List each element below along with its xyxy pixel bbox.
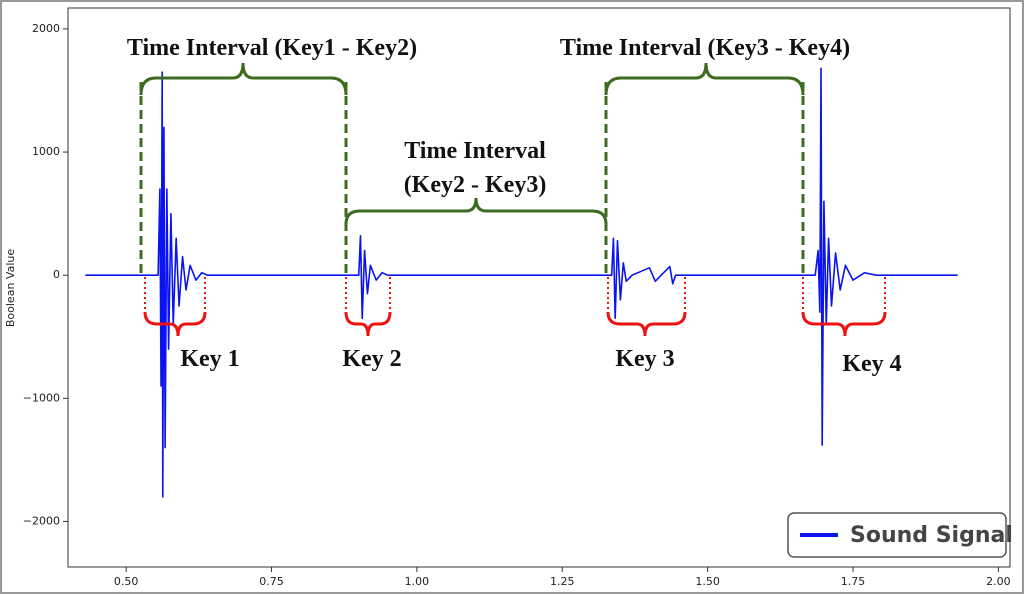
annotation: Time Interval (Key1 - Key2): [127, 35, 417, 61]
interval-brace: [344, 197, 608, 225]
x-tick-label: 1.75: [841, 575, 866, 588]
interval-brace: [139, 62, 348, 96]
x-tick-label: 2.00: [986, 575, 1011, 588]
x-tick-label: 0.75: [259, 575, 284, 588]
annotation: Time Interval (Key3 - Key4): [560, 35, 850, 61]
y-tick-label: −1000: [23, 391, 60, 404]
y-axis-label: Boolean Value: [4, 249, 17, 327]
annotation: Time Interval: [404, 138, 546, 164]
x-tick-label: 1.00: [405, 575, 430, 588]
legend: Sound Signal: [787, 512, 1013, 558]
y-tick-label: −2000: [23, 514, 60, 527]
data-layer: 0.50 0.75 1.00 1.25 1.50 1.75 2.00 −2000 −1000 0 1…: [23, 22, 1013, 588]
legend-box: [787, 512, 1007, 558]
interval-brace: [604, 62, 805, 96]
y-tick-label: 1000: [32, 145, 60, 158]
annotation: Key 4: [842, 351, 901, 377]
annotation: Key 3: [615, 346, 674, 372]
key-brace: [344, 311, 392, 337]
annotation: Key 2: [342, 346, 401, 372]
y-tick-label: 2000: [32, 22, 60, 35]
x-tick-label: 1.25: [550, 575, 575, 588]
annotation: Key 1: [180, 346, 239, 372]
key-brace: [143, 311, 207, 337]
legend-label: Sound Signal: [850, 523, 1013, 548]
x-tick-label: 0.50: [114, 575, 139, 588]
y-tick-label: 0: [53, 268, 60, 281]
signal-line: [85, 67, 958, 498]
annotation: (Key2 - Key3): [404, 172, 547, 198]
key-brace: [801, 311, 887, 337]
key-brace: [606, 311, 687, 337]
annotations: Time Interval (Key1 - Key2) Time Interva…: [127, 35, 902, 377]
x-tick-label: 1.50: [695, 575, 720, 588]
plot-area: [67, 7, 1011, 568]
